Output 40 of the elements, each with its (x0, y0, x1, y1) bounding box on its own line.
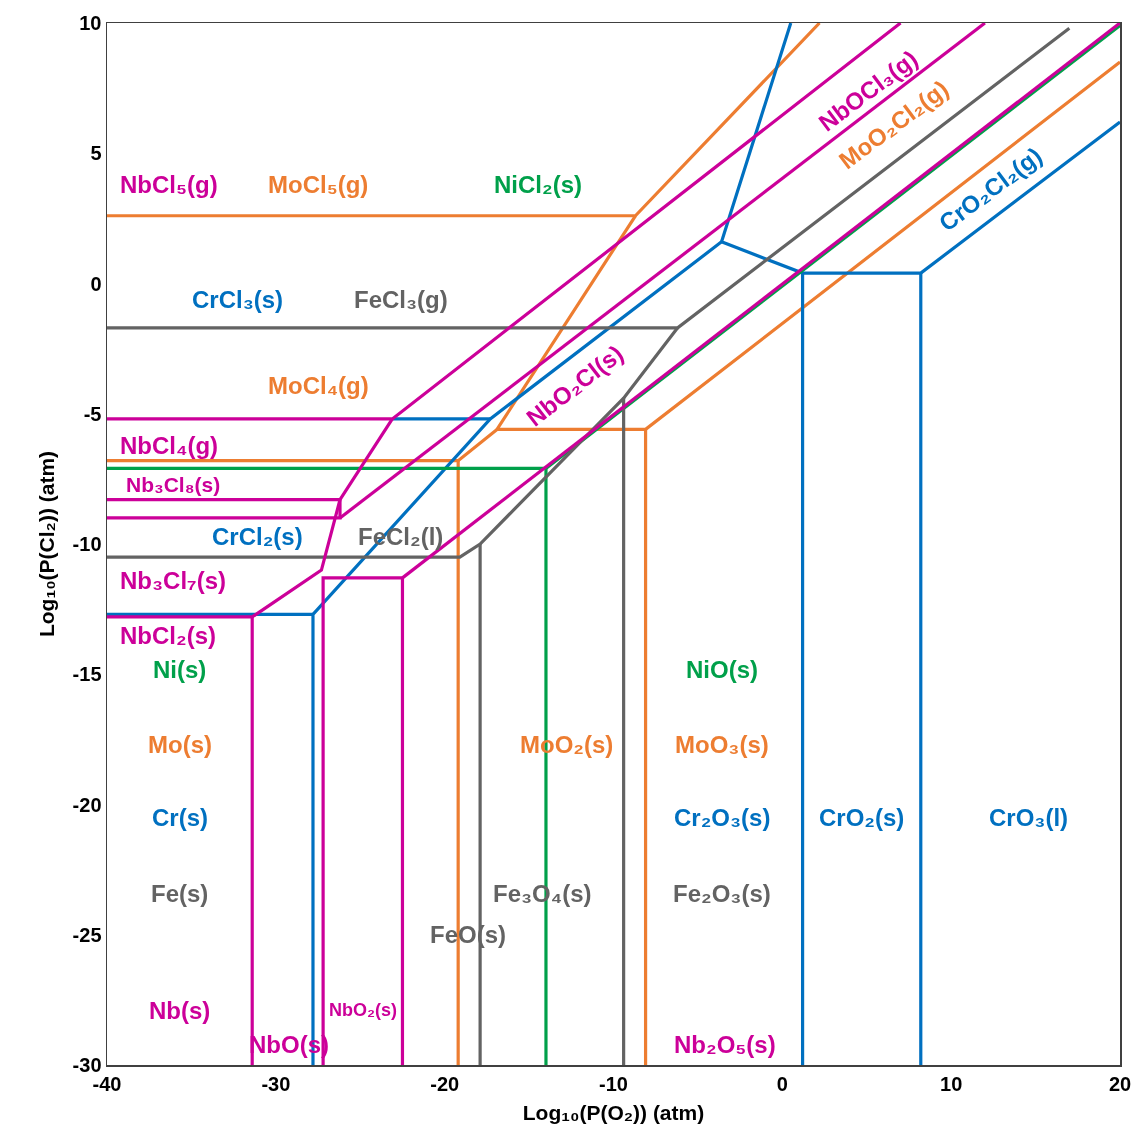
x-tick-label: 10 (940, 1072, 963, 1095)
annotation: CrO₃(l) (989, 804, 1069, 831)
annotation: NbCl₅(g) (120, 171, 218, 198)
y-tick-label: 5 (90, 142, 102, 165)
annotation: Nb(s) (149, 997, 211, 1024)
annotation: CrO₂(s) (819, 804, 905, 831)
annotation: Ni(s) (153, 656, 207, 683)
annotation: Cr(s) (152, 804, 209, 831)
y-tick-label: -25 (72, 923, 102, 946)
y-tick-label: -10 (72, 533, 102, 555)
annotation: NbCl₂(s) (120, 622, 216, 649)
annotation: Fe(s) (151, 880, 209, 907)
annotation: Nb₃Cl₈(s) (126, 473, 221, 496)
x-tick-label: -10 (599, 1072, 628, 1095)
annotation: CrCl₂(s) (212, 523, 303, 550)
annotation: MoCl₄(g) (268, 372, 369, 399)
y-axis-title: Log₁₀(P(Cl₂)) (atm) (34, 450, 58, 638)
x-tick-label: 0 (776, 1072, 788, 1095)
annotation: NbO₂(s) (329, 1000, 397, 1020)
annotation: NiO(s) (686, 656, 758, 683)
annotation: FeCl₃(g) (354, 286, 448, 313)
annotation: NbCl₄(g) (120, 432, 219, 459)
y-tick-label: -20 (72, 793, 102, 816)
annotation: NiCl₂(s) (494, 171, 582, 198)
x-axis-title: Log₁₀(P(O₂)) (atm) (522, 1101, 705, 1125)
y-tick-label: -15 (72, 663, 102, 686)
annotation: Fe₂O₃(s) (673, 880, 771, 907)
x-tick-label: -30 (261, 1072, 291, 1095)
y-tick-label: -5 (83, 402, 102, 425)
x-tick-label: 20 (1108, 1072, 1132, 1095)
y-tick-label: 0 (90, 272, 102, 295)
annotation: Nb₂O₅(s) (674, 1031, 776, 1058)
annotation: Nb₃Cl₇(s) (120, 567, 227, 594)
y-tick-label: 10 (79, 12, 102, 34)
annotation: CrCl₃(s) (192, 286, 284, 313)
annotation: Mo(s) (148, 731, 212, 758)
annotation: MoO₃(s) (675, 731, 769, 758)
annotation: MoCl₅(g) (268, 171, 369, 198)
annotation: Cr₂O₃(s) (674, 804, 771, 831)
x-tick-label: -20 (430, 1072, 460, 1095)
